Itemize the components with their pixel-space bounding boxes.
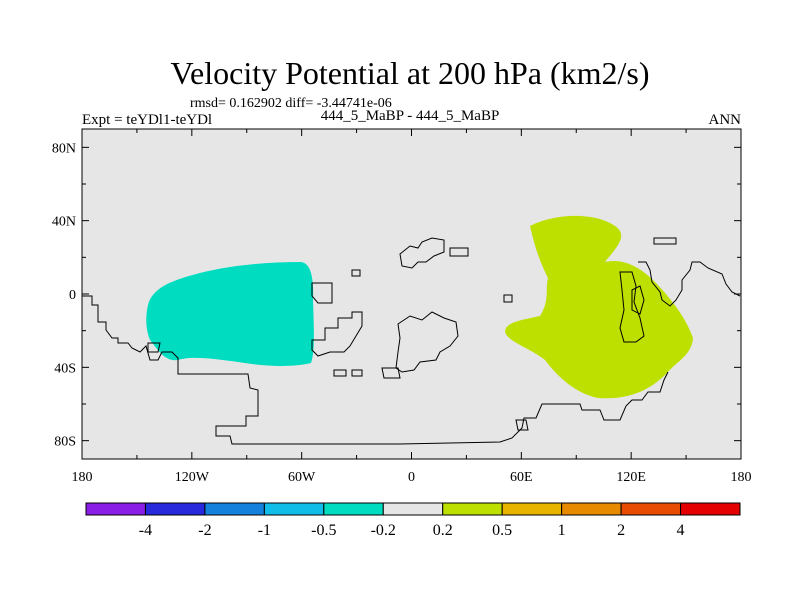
colorbar-swatch (680, 502, 741, 516)
y-tick-label: 0 (69, 288, 76, 303)
colorbar-label: -4 (139, 522, 152, 539)
colorbar-swatch (620, 502, 682, 516)
negative-anomaly-region (146, 262, 314, 366)
colorbar-label: 0.5 (492, 522, 512, 539)
colorbar-label: 2 (617, 522, 625, 539)
colorbar-swatch (442, 502, 503, 516)
x-tick-label: 180 (731, 470, 752, 485)
y-tick-label: 40S (54, 361, 76, 376)
colorbar-swatch (561, 502, 622, 516)
x-tick-label: 180 (72, 470, 93, 485)
colorbar-label: 0.2 (433, 522, 453, 539)
x-tick-label: 120E (616, 470, 646, 485)
positive-anomaly-region (505, 215, 693, 399)
experiment-label: Expt = teYDl1-teYDl (82, 112, 212, 128)
x-tick-label: 60W (288, 470, 316, 485)
y-tick-label: 80N (52, 141, 76, 156)
stats-line: rmsd= 0.162902 diff= -3.44741e-06 (190, 96, 392, 111)
colorbar-swatch (263, 502, 325, 516)
x-tick-label: 120W (175, 470, 210, 485)
y-tick-label: 80S (54, 435, 76, 450)
x-tick-label: 60E (510, 470, 533, 485)
x-axis: 180 120W 60W 0 60E 120E 180 (72, 129, 752, 485)
y-tick-label: 40N (52, 215, 76, 230)
case-label: 444_5_MaBP - 444_5_MaBP (321, 108, 500, 124)
colorbar-swatch (144, 502, 206, 516)
colorbar-swatch (382, 502, 444, 516)
colorbar-label: 1 (558, 522, 566, 539)
colorbar-swatch (501, 502, 563, 516)
x-tick-label: 0 (408, 470, 415, 485)
coastlines (82, 237, 741, 445)
colorbar-label: -2 (198, 522, 211, 539)
colorbar-label: 4 (677, 522, 685, 539)
colorbar-label: -0.5 (311, 522, 336, 539)
colorbar-label: -0.2 (371, 522, 396, 539)
season-label: ANN (709, 112, 742, 128)
map-panel: 180 120W 60W 0 60E 120E 180 80N 40N 0 40S 80S (52, 128, 752, 485)
colorbar-swatch (204, 502, 265, 516)
y-axis: 80N 40N 0 40S 80S (52, 141, 741, 450)
chart-title: Velocity Potential at 200 hPa (km2/s) (170, 55, 649, 91)
colorbar-swatch (85, 502, 146, 516)
colorbar-label: -1 (258, 522, 271, 539)
colorbar: -4 -2 -1 -0.5 -0.2 0.2 0.5 1 2 4 (85, 502, 741, 539)
colorbar-swatch (323, 502, 384, 516)
